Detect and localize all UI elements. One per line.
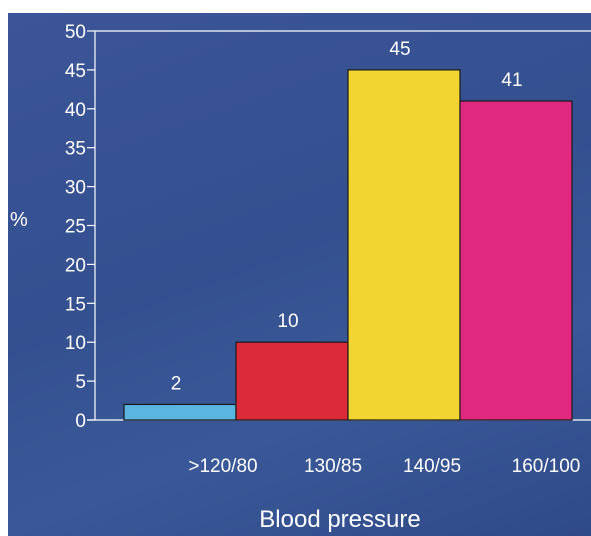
bar xyxy=(459,100,573,421)
y-tick-label: 40 xyxy=(65,100,86,121)
bar-data-label: 10 xyxy=(277,311,298,332)
bar xyxy=(347,69,461,421)
x-axis-title: Blood pressure xyxy=(259,506,420,533)
bar xyxy=(123,403,237,421)
y-tick-label: 0 xyxy=(75,411,86,432)
y-tick-label: 45 xyxy=(65,61,86,82)
bar-data-label: 41 xyxy=(501,70,522,91)
x-category-label: 130/85 xyxy=(304,456,362,477)
y-tick-label: 10 xyxy=(65,333,86,354)
x-category-label: 160/100 xyxy=(512,456,581,477)
y-tick-label: 30 xyxy=(65,178,86,199)
y-axis-title: % xyxy=(10,209,28,231)
bar-data-label: 45 xyxy=(389,39,410,60)
x-category-label: >120/80 xyxy=(188,456,257,477)
bar xyxy=(235,341,349,421)
y-tick-label: 15 xyxy=(65,294,86,315)
y-tick-label: 50 xyxy=(65,22,86,43)
bar-chart: 0 5 10 15 20 25 30 35 40 45 50% 2 10 45 41 >120/80 130/8… xyxy=(10,22,591,533)
y-tick-label: 35 xyxy=(65,139,86,160)
bar-data-label: 2 xyxy=(171,373,182,394)
y-tick-label: 25 xyxy=(65,217,86,238)
chart-area: 0 5 10 15 20 25 30 35 40 45 50% 2 10 45 41 >120/80 130/8… xyxy=(8,13,591,536)
y-tick-label: 20 xyxy=(65,255,86,276)
x-category-label: 140/95 xyxy=(403,456,461,477)
y-tick-label: 5 xyxy=(75,372,86,393)
